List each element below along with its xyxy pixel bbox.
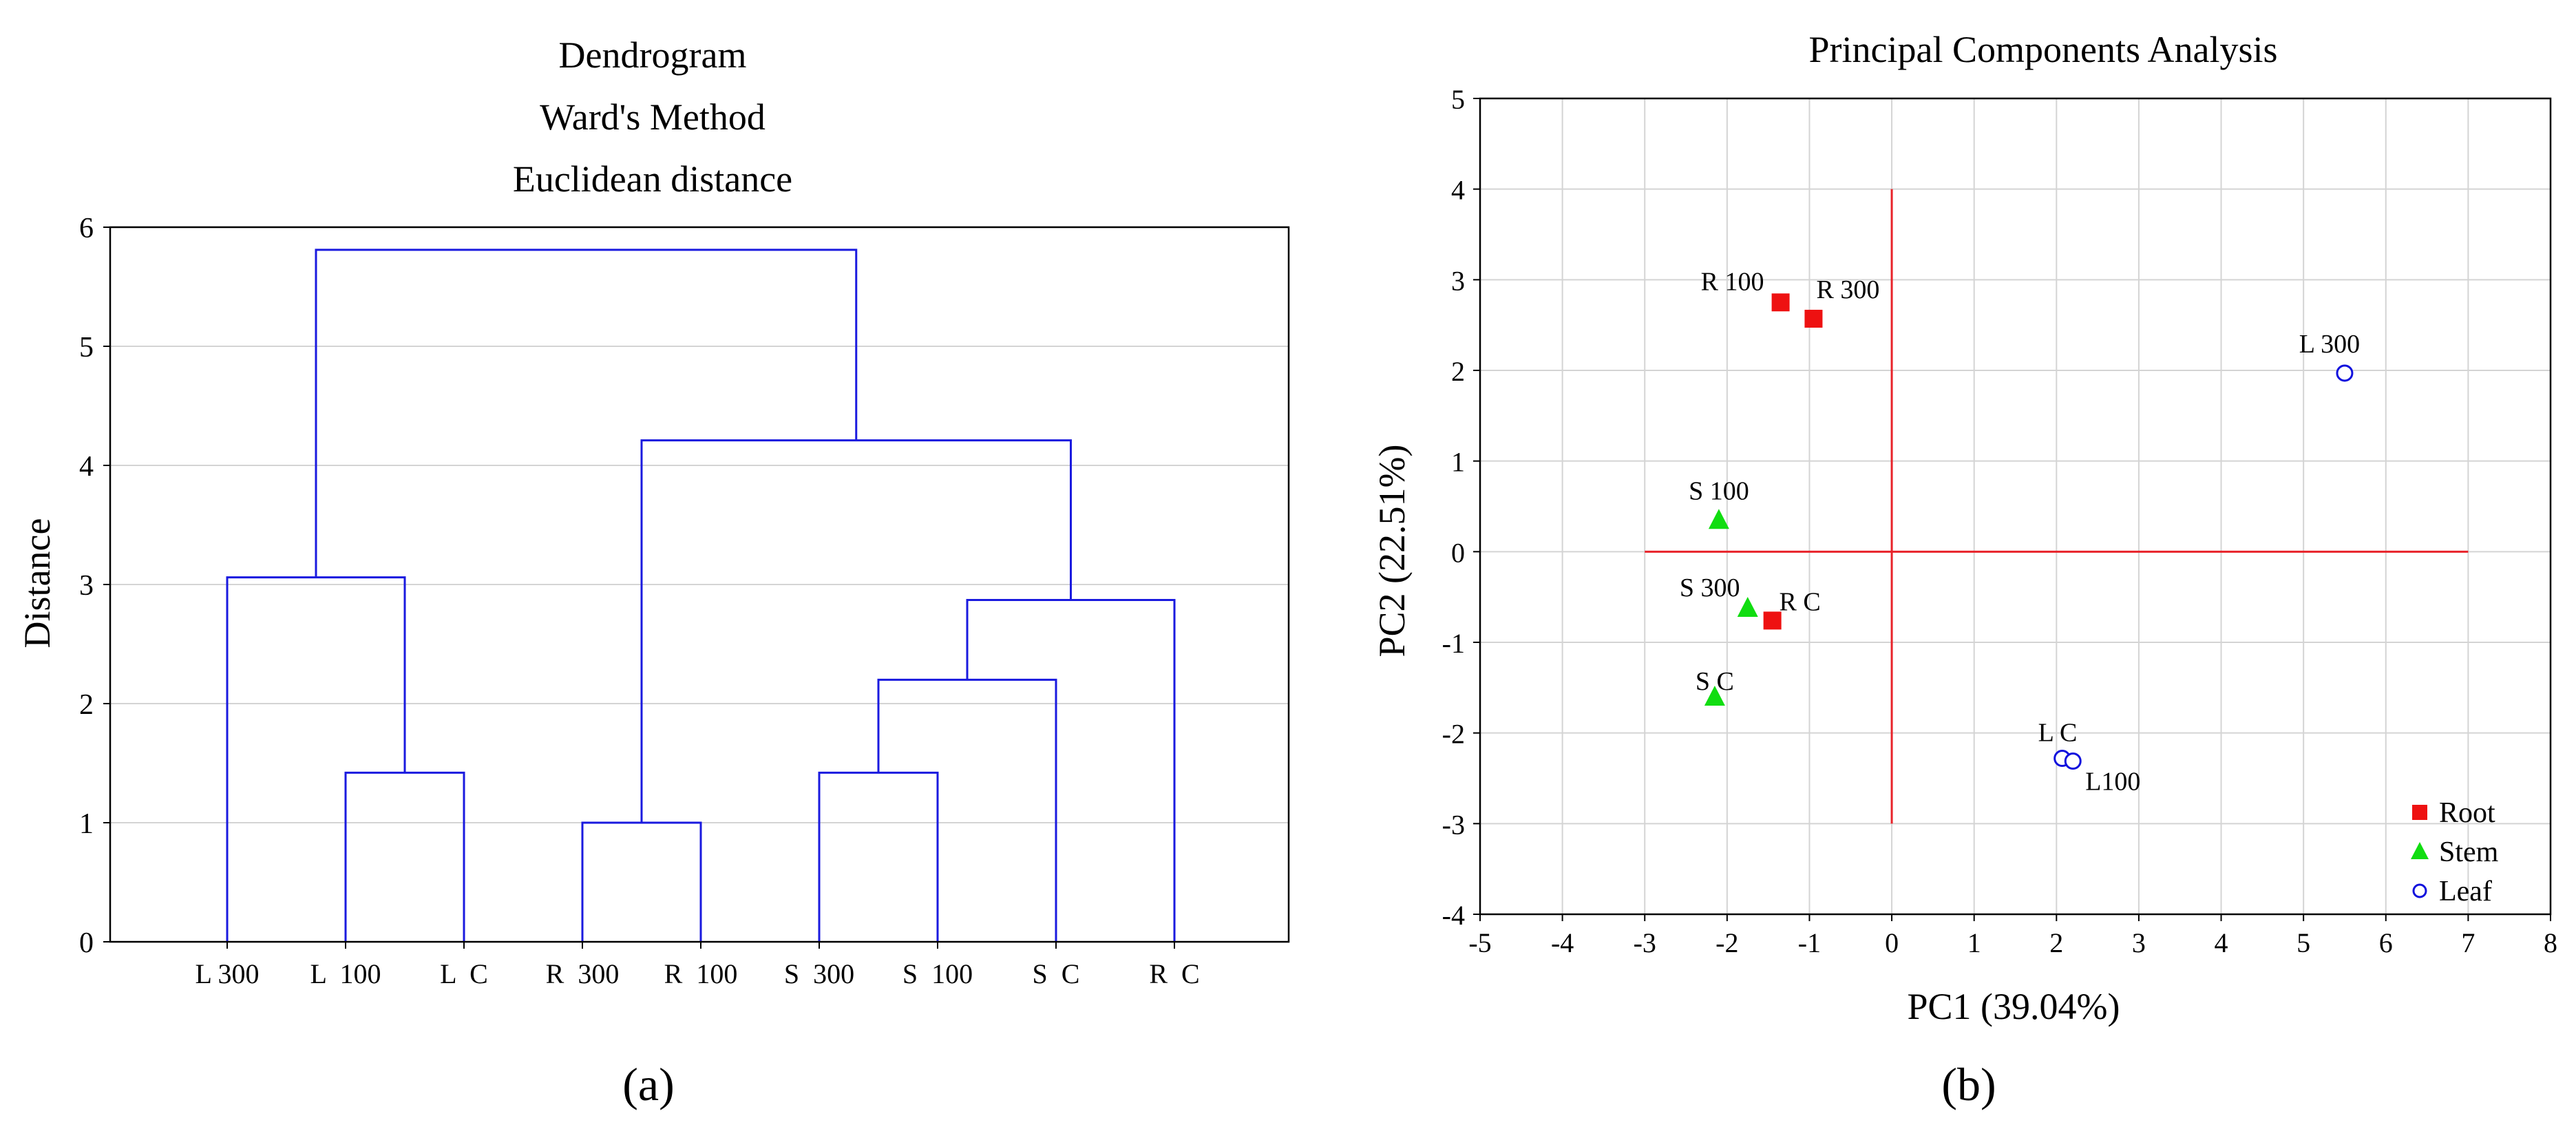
dendrogram-leaf-label: L C — [440, 958, 488, 989]
pca-point-label: S 100 — [1689, 476, 1749, 505]
pca-title: Principal Components Analysis — [1809, 29, 2278, 70]
dendrogram-leaf-label: R 300 — [546, 958, 620, 989]
dendrogram-y-tick-label: 6 — [79, 213, 94, 244]
pca-x-tick-label: -2 — [1715, 927, 1738, 958]
dendrogram-y-tick-label: 3 — [79, 570, 94, 602]
pca-x-tick-label: 0 — [1885, 927, 1899, 958]
pca-y-tick-label: 0 — [1451, 537, 1465, 568]
pca-y-axis-label: PC2 (22.51%) — [1371, 445, 1413, 657]
dendrogram-title-line-3: Euclidean distance — [513, 158, 792, 200]
dendrogram-leaf-label: S C — [1033, 958, 1080, 989]
pca-point-stem — [1708, 509, 1729, 529]
pca-legend-marker-stem — [2411, 842, 2429, 859]
pca-x-tick-label: 4 — [2215, 927, 2228, 958]
pca-legend: Root Stem Leaf — [2411, 797, 2499, 907]
pca-y-tick-label: 4 — [1451, 175, 1465, 206]
pca-legend-label: Root — [2439, 797, 2495, 829]
pca-x-tick-label: 6 — [2379, 927, 2393, 958]
pca-point-root — [1804, 309, 1823, 328]
pca-x-tick-label: 8 — [2544, 927, 2557, 958]
pca-point-root — [1771, 293, 1790, 312]
dendrogram-link — [818, 771, 939, 942]
pca-x-tick-label: 1 — [1967, 927, 1981, 958]
pca-x-tick-label: -4 — [1551, 927, 1574, 958]
dendrogram-y-tick-label: 2 — [79, 689, 94, 721]
pca-legend-label: Stem — [2439, 836, 2499, 868]
pca-x-tick-label: -5 — [1468, 927, 1491, 958]
dendrogram-y-tick-label: 4 — [79, 451, 94, 483]
pca-point-stem — [1704, 686, 1725, 706]
pca-point-label: L100 — [2085, 767, 2140, 796]
pca-y-tick-label: -2 — [1442, 719, 1465, 750]
dendrogram-title-line-1: Dendrogram — [559, 34, 747, 76]
pca-y-tick-label: -4 — [1442, 900, 1465, 931]
pca-point-label: R 300 — [1817, 275, 1880, 304]
pca-legend-marker-root — [2412, 805, 2427, 820]
dendrogram-leaf-label: L 300 — [196, 958, 260, 989]
dendrogram-y-tick-label: 1 — [79, 808, 94, 840]
pca-y-tick-label: 1 — [1451, 447, 1465, 478]
dendrogram-link — [344, 771, 465, 942]
pca-x-tick-label: 2 — [2049, 927, 2063, 958]
pca-x-tick-label: 3 — [2132, 927, 2146, 958]
pca-point-leaf — [2064, 752, 2082, 770]
pca-y-tick-label: -3 — [1442, 809, 1465, 840]
pca-x-tick-label: -1 — [1798, 927, 1821, 958]
dendrogram-link — [966, 598, 1176, 942]
pca-y-tick-label: -1 — [1442, 628, 1465, 659]
pca-y-tick-label: 5 — [1451, 84, 1465, 115]
pca-y-tick-label: 3 — [1451, 265, 1465, 296]
pca-point-root — [1763, 611, 1782, 630]
pca-plot-frame — [1479, 97, 2552, 916]
dendrogram-link — [877, 678, 1057, 942]
pca-point-label: L C — [2038, 719, 2078, 748]
dendrogram-y-tick-label: 0 — [79, 927, 94, 959]
dendrogram-link — [315, 249, 858, 578]
dendrogram-leaf-label: R C — [1149, 958, 1199, 989]
dendrogram-leaf-label: L 100 — [310, 958, 381, 989]
pca-point-leaf — [2336, 364, 2354, 382]
pca-point-label: S 300 — [1680, 573, 1740, 602]
pca-caption: (b) — [1941, 1058, 1996, 1110]
dendrogram-title-line-2: Ward's Method — [540, 96, 766, 138]
pca-y-tick-label: 2 — [1451, 356, 1465, 387]
dendrogram-leaf-label: R 100 — [664, 958, 738, 989]
pca-x-axis-label: PC1 (39.04%) — [1908, 986, 2120, 1027]
pca-x-tick-label: 5 — [2297, 927, 2310, 958]
pca-point-stem — [1737, 596, 1758, 617]
dendrogram-caption: (a) — [622, 1058, 674, 1110]
pca-legend-marker-leaf — [2412, 883, 2427, 898]
dendrogram-y-tick-label: 5 — [79, 332, 94, 364]
dendrogram-link — [226, 576, 406, 942]
pca-legend-label: Leaf — [2439, 876, 2492, 907]
pca-panel: Principal Components Analysis PC2 (22.51… — [1371, 29, 2557, 1110]
dendrogram-panel: Dendrogram Ward's Method Euclidean dista… — [17, 34, 1290, 1110]
dendrogram-link — [581, 821, 702, 942]
pca-point-label: L 300 — [2299, 330, 2360, 359]
dendrogram-y-axis-label: Distance — [17, 518, 58, 649]
pca-point-label: R C — [1780, 587, 1821, 616]
pca-x-tick-label: -3 — [1634, 927, 1656, 958]
dendrogram-link — [640, 439, 1072, 823]
pca-x-tick-label: 7 — [2461, 927, 2475, 958]
pca-point-label: S C — [1696, 667, 1734, 696]
dendrogram-leaf-label: S 300 — [784, 958, 854, 989]
dendrogram-leaf-label: S 100 — [902, 958, 973, 989]
pca-point-label: R 100 — [1701, 267, 1764, 296]
